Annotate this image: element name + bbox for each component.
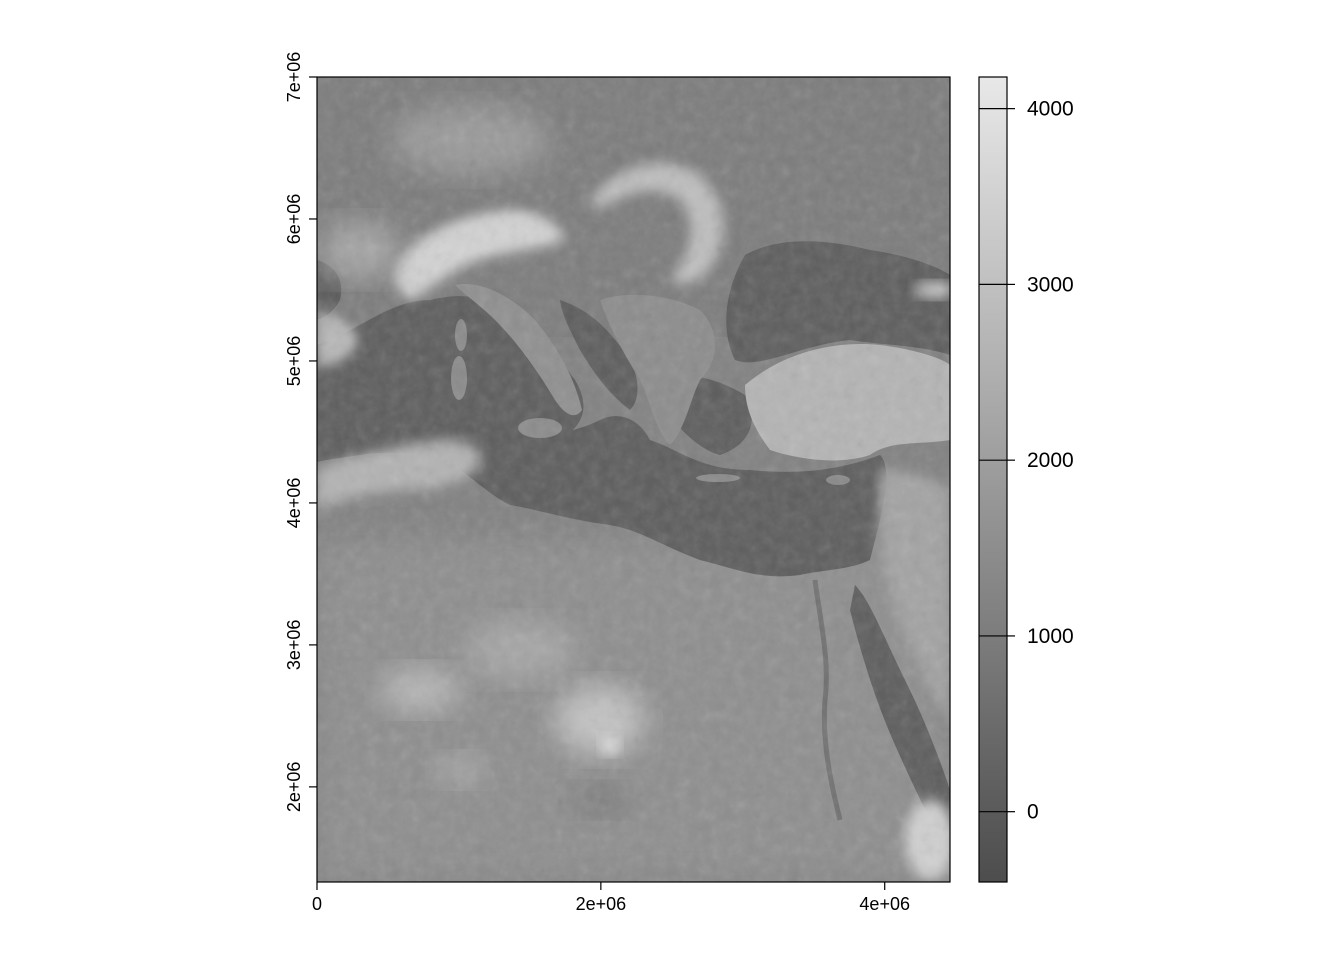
x-tick-label: 4e+06 <box>859 894 910 914</box>
y-tick-label: 7e+06 <box>284 52 304 103</box>
legend-tick-label: 1000 <box>1027 625 1074 648</box>
legend-tick-label: 4000 <box>1027 98 1074 121</box>
x-tick-label: 0 <box>312 894 322 914</box>
legend-color-bar <box>978 76 1008 883</box>
y-tick-label: 5e+06 <box>284 336 304 387</box>
legend-tick-label: 2000 <box>1027 449 1074 472</box>
x-tick-label: 2e+06 <box>576 894 627 914</box>
y-axis: 2e+06 3e+06 4e+06 5e+06 6e+06 7e+06 <box>284 52 317 812</box>
legend-ticks: 0 1000 2000 3000 4000 <box>979 98 1074 824</box>
elevation-raster <box>317 77 950 882</box>
elevation-legend: 0 1000 2000 3000 4000 <box>978 76 1074 883</box>
terrain-texture <box>317 77 950 882</box>
x-axis: 0 2e+06 4e+06 <box>312 882 910 914</box>
map-frame <box>316 76 951 883</box>
legend-tick-label: 0 <box>1027 801 1039 824</box>
legend-tick-label: 3000 <box>1027 273 1074 296</box>
y-tick-label: 4e+06 <box>284 478 304 529</box>
y-tick-label: 6e+06 <box>284 194 304 245</box>
y-tick-label: 2e+06 <box>284 762 304 813</box>
y-tick-label: 3e+06 <box>284 620 304 671</box>
